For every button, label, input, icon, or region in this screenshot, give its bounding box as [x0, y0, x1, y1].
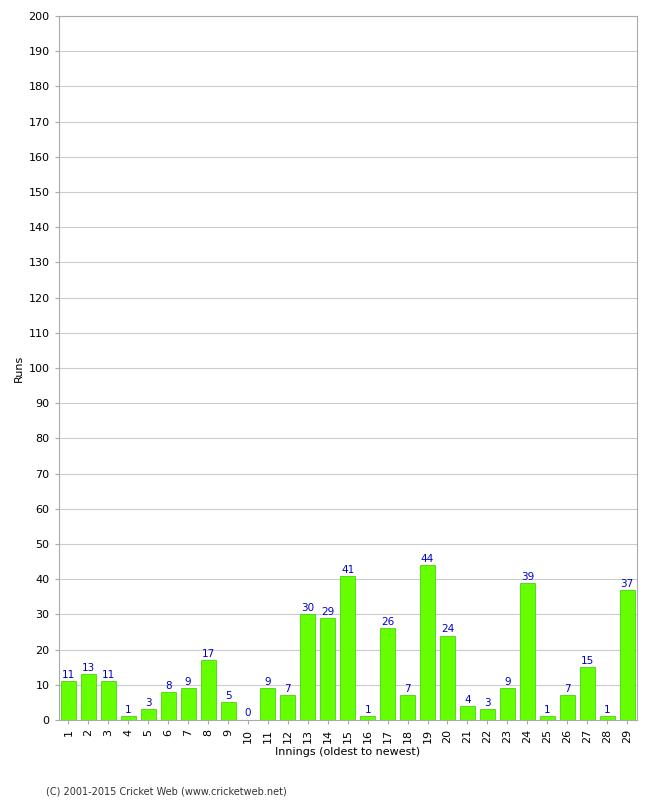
X-axis label: Innings (oldest to newest): Innings (oldest to newest): [275, 747, 421, 758]
Text: 1: 1: [544, 706, 551, 715]
Text: 9: 9: [185, 678, 192, 687]
Text: 41: 41: [341, 565, 354, 574]
Text: 7: 7: [285, 684, 291, 694]
Text: 3: 3: [145, 698, 151, 708]
Bar: [121, 717, 136, 720]
Y-axis label: Runs: Runs: [14, 354, 24, 382]
Bar: [81, 674, 96, 720]
Text: 11: 11: [102, 670, 115, 680]
Text: 3: 3: [484, 698, 491, 708]
Bar: [580, 667, 595, 720]
Text: 30: 30: [302, 603, 315, 614]
Text: 1: 1: [365, 706, 371, 715]
Bar: [220, 702, 235, 720]
Text: 13: 13: [82, 663, 95, 673]
Text: 44: 44: [421, 554, 434, 564]
Bar: [320, 618, 335, 720]
Bar: [560, 695, 575, 720]
Bar: [141, 710, 156, 720]
Bar: [300, 614, 315, 720]
Bar: [360, 717, 375, 720]
Text: 1: 1: [125, 706, 132, 715]
Text: 7: 7: [564, 684, 571, 694]
Bar: [440, 635, 455, 720]
Text: 9: 9: [504, 678, 511, 687]
Text: 11: 11: [62, 670, 75, 680]
Bar: [280, 695, 295, 720]
Bar: [400, 695, 415, 720]
Text: 24: 24: [441, 625, 454, 634]
Bar: [340, 576, 356, 720]
Text: 9: 9: [265, 678, 271, 687]
Text: (C) 2001-2015 Cricket Web (www.cricketweb.net): (C) 2001-2015 Cricket Web (www.cricketwe…: [46, 786, 286, 796]
Text: 37: 37: [620, 578, 634, 589]
Bar: [101, 682, 116, 720]
Bar: [201, 660, 216, 720]
Text: 1: 1: [604, 706, 610, 715]
Text: 29: 29: [321, 607, 335, 617]
Text: 17: 17: [202, 649, 214, 659]
Bar: [161, 692, 176, 720]
Text: 7: 7: [404, 684, 411, 694]
Text: 5: 5: [225, 691, 231, 702]
Text: 26: 26: [381, 618, 395, 627]
Bar: [181, 688, 196, 720]
Bar: [540, 717, 554, 720]
Text: 8: 8: [165, 681, 172, 690]
Bar: [619, 590, 634, 720]
Text: 15: 15: [580, 656, 593, 666]
Text: 0: 0: [245, 708, 252, 718]
Bar: [500, 688, 515, 720]
Bar: [480, 710, 495, 720]
Bar: [261, 688, 276, 720]
Bar: [599, 717, 614, 720]
Bar: [460, 706, 475, 720]
Text: 4: 4: [464, 695, 471, 705]
Text: 39: 39: [521, 572, 534, 582]
Bar: [61, 682, 76, 720]
Bar: [420, 565, 435, 720]
Bar: [520, 582, 535, 720]
Bar: [380, 629, 395, 720]
